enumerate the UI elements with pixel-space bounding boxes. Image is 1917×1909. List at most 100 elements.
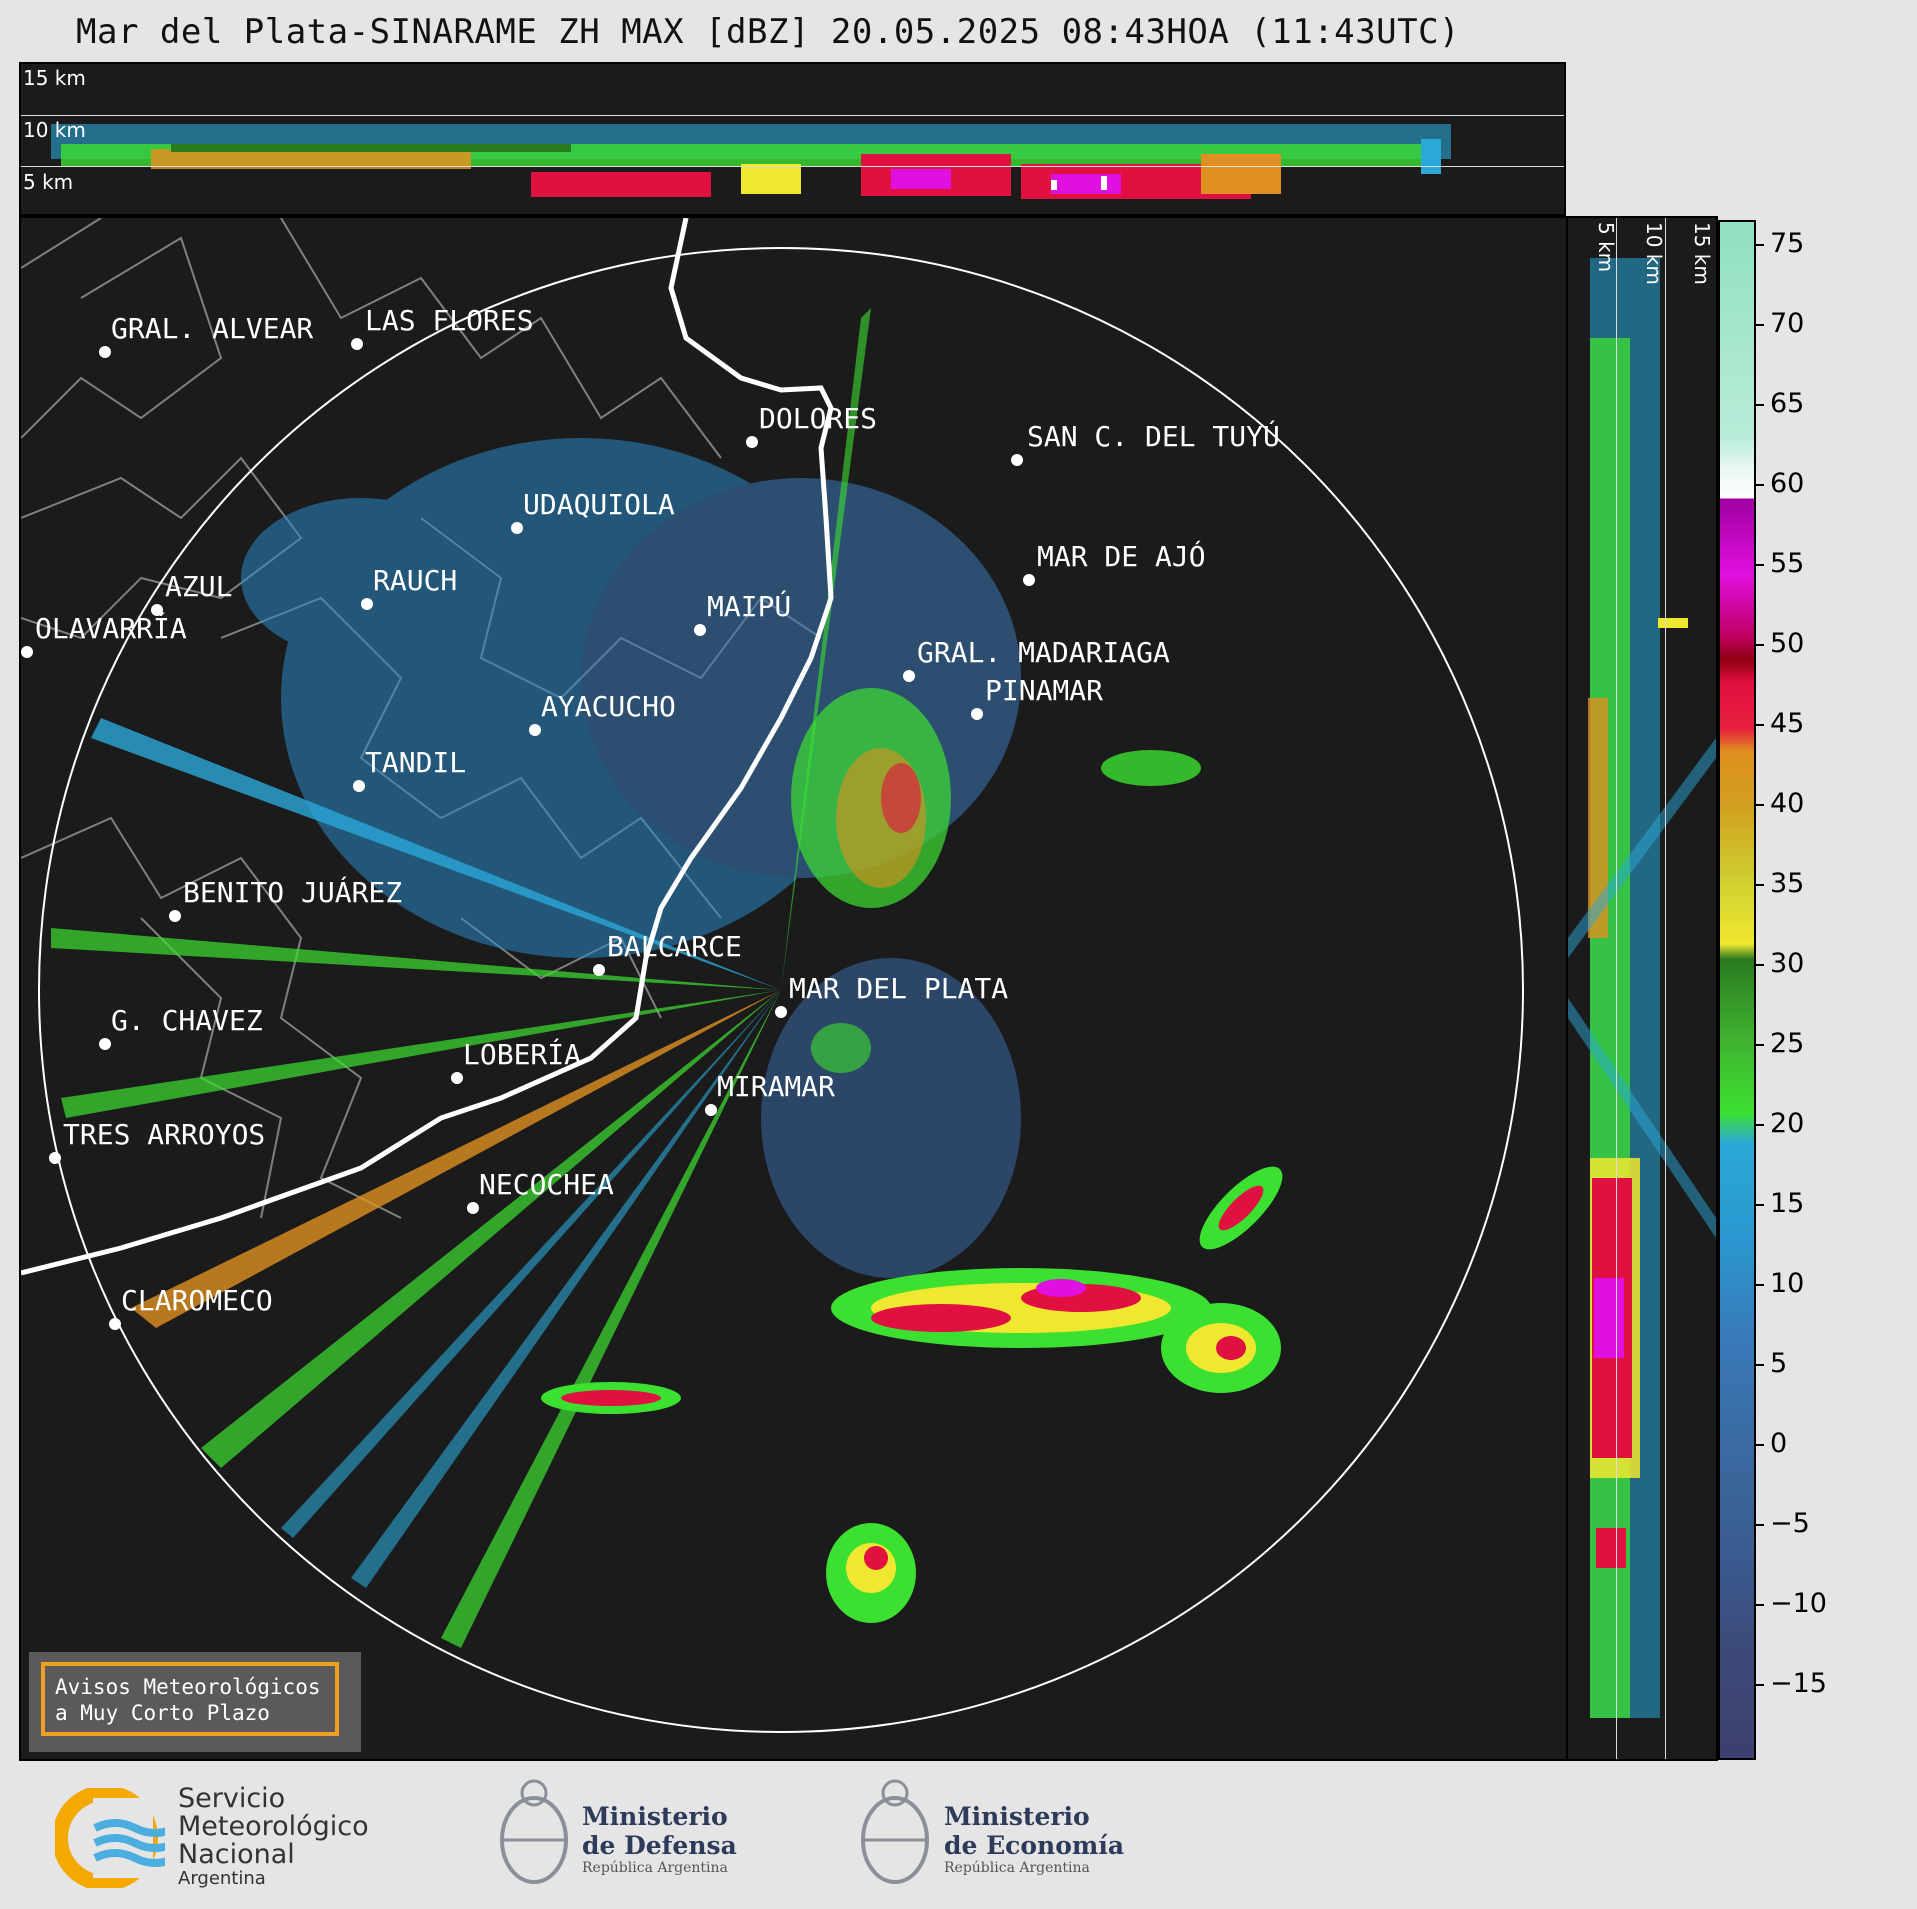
- city-dot-dolores: [746, 436, 758, 448]
- colorbar-tick-label: 0: [1770, 1428, 1788, 1459]
- city-dot-olavarria: [21, 646, 33, 658]
- defensa-shield-icon: [500, 1779, 568, 1884]
- colorbar-tick: [1756, 244, 1764, 246]
- city-label-gral-madariaga: GRAL. MADARIAGA: [917, 636, 1170, 669]
- city-label-balcarce: BALCARCE: [607, 930, 742, 963]
- city-dot-maipu: [694, 624, 706, 636]
- city-label-azul: AZUL: [165, 570, 233, 603]
- colorbar: [1718, 220, 1756, 1760]
- city-dot-necochea: [467, 1202, 479, 1214]
- city-label-maipu: MAIPÚ: [707, 590, 792, 623]
- coastline: [21, 218, 834, 1276]
- range-ring: [38, 247, 1524, 1733]
- radar-graphics: [21, 218, 1524, 1733]
- aviso-link[interactable]: Avisos Meteorológicos a Muy Corto Plazo: [41, 1662, 339, 1736]
- height-line-5km-v: [1616, 218, 1617, 1759]
- convective-cells-north: [791, 688, 951, 1073]
- city-dot-miramar: [705, 1104, 717, 1116]
- radar-map[interactable]: GRAL. ALVEAR LAS FLORES DOLORES SAN C. D…: [19, 216, 1568, 1761]
- colorbar-tick-label: −15: [1770, 1668, 1827, 1699]
- city-dot-ayacucho: [529, 724, 541, 736]
- aviso-line1: Avisos Meteorológicos: [55, 1675, 321, 1699]
- beam-streaks: [51, 308, 871, 1648]
- height-label-5km: 5 km: [23, 170, 74, 194]
- height-line-10km-v: [1665, 218, 1666, 1759]
- smn-line4: Argentina: [178, 1868, 266, 1889]
- height-label-15km: 15 km: [23, 66, 86, 90]
- city-label-mar-del-plata: MAR DEL PLATA: [789, 972, 1009, 1005]
- city-dot-las-flores: [351, 338, 363, 350]
- city-dot-balcarce: [593, 964, 605, 976]
- colorbar-tick: [1756, 1604, 1764, 1606]
- economia-line3: República Argentina: [944, 1860, 1090, 1876]
- colorbar-tick: [1756, 1204, 1764, 1206]
- city-label-olavarria: OLAVARRÍA: [35, 612, 187, 645]
- map-title: Mar del Plata-SINARAME ZH MAX [dBZ] 20.0…: [76, 12, 1461, 52]
- colorbar-tick: [1756, 804, 1764, 806]
- city-label-san-c-del-tuyu: SAN C. DEL TUYÚ: [1027, 420, 1280, 453]
- city-dot-udaquiola: [511, 522, 523, 534]
- colorbar-tick-label: 65: [1770, 388, 1805, 419]
- defensa-line3: República Argentina: [582, 1860, 728, 1876]
- colorbar-tick-label: 45: [1770, 708, 1805, 739]
- economia-line1: Ministerio: [944, 1802, 1090, 1831]
- city-dot-mar-del-plata: [775, 1006, 787, 1018]
- city-label-loberia: LOBERÍA: [463, 1038, 582, 1071]
- colorbar-tick: [1756, 1524, 1764, 1526]
- colorbar-tick-label: 10: [1770, 1268, 1805, 1299]
- colorbar-tick-label: 70: [1770, 308, 1805, 339]
- colorbar-tick-label: 50: [1770, 628, 1805, 659]
- colorbar-tick-label: 35: [1770, 868, 1805, 899]
- city-label-claromeco: CLAROMECO: [121, 1284, 273, 1317]
- side-echo-profile: [1568, 258, 1716, 1718]
- smn-line2: Meteorológico: [178, 1811, 369, 1842]
- city-label-mar-de-ajo: MAR DE AJÓ: [1037, 540, 1206, 573]
- colorbar-tick-label: 30: [1770, 948, 1805, 979]
- colorbar-tick: [1756, 724, 1764, 726]
- colorbar-tick-label: 15: [1770, 1188, 1805, 1219]
- defensa-logo-text: Ministerio de Defensa República Argentin…: [582, 1802, 737, 1876]
- city-label-miramar: MIRAMAR: [717, 1070, 836, 1103]
- city-label-benito-juarez: BENITO JUÁREZ: [183, 876, 403, 909]
- city-dot-pinamar: [971, 708, 983, 720]
- colorbar-tick: [1756, 1284, 1764, 1286]
- city-label-necochea: NECOCHEA: [479, 1168, 614, 1201]
- side-label-10km: 10 km: [1642, 222, 1666, 285]
- city-label-tres-arroyos: TRES ARROYOS: [63, 1118, 266, 1151]
- city-label-g-chavez: G. CHAVEZ: [111, 1004, 263, 1037]
- colorbar-tick-label: 40: [1770, 788, 1805, 819]
- colorbar-tick-label: 60: [1770, 468, 1805, 499]
- city-label-gral-alvear: GRAL. ALVEAR: [111, 312, 314, 345]
- defensa-line1: Ministerio: [582, 1802, 728, 1831]
- city-dot-gral-madariaga: [903, 670, 915, 682]
- height-label-10km: 10 km: [23, 118, 86, 142]
- side-cross-section: 5 km 10 km 15 km: [1566, 216, 1718, 1761]
- city-dot-gral-alvear: [99, 346, 111, 358]
- city-dot-claromeco: [109, 1318, 121, 1330]
- colorbar-tick-label: 20: [1770, 1108, 1805, 1139]
- city-dot-rauch: [361, 598, 373, 610]
- city-dot-benito-juarez: [169, 910, 181, 922]
- colorbar-tick-label: 55: [1770, 548, 1805, 579]
- colorbar-tick: [1756, 964, 1764, 966]
- top-echo-profile: [51, 124, 1451, 199]
- colorbar-tick: [1756, 484, 1764, 486]
- colorbar-tick: [1756, 1444, 1764, 1446]
- smn-line3: Nacional: [178, 1839, 295, 1870]
- colorbar-tick-label: −10: [1770, 1588, 1827, 1619]
- aviso-box[interactable]: Avisos Meteorológicos a Muy Corto Plazo: [29, 1652, 361, 1752]
- colorbar-tick-label: 25: [1770, 1028, 1805, 1059]
- colorbar-tick: [1756, 564, 1764, 566]
- city-label-rauch: RAUCH: [373, 564, 458, 597]
- colorbar-tick-label: −5: [1770, 1508, 1810, 1539]
- city-dot-loberia: [451, 1072, 463, 1084]
- smn-logo-text: Servicio Meteorológico Nacional Argentin…: [178, 1785, 369, 1889]
- city-label-dolores: DOLORES: [759, 402, 878, 435]
- city-label-ayacucho: AYACUCHO: [541, 690, 676, 723]
- colorbar-tick-label: 75: [1770, 228, 1805, 259]
- colorbar-tick: [1756, 884, 1764, 886]
- colorbar-tick: [1756, 1044, 1764, 1046]
- smn-line1: Servicio: [178, 1783, 286, 1814]
- city-label-tandil: TANDIL: [365, 746, 467, 779]
- colorbar-tick: [1756, 1124, 1764, 1126]
